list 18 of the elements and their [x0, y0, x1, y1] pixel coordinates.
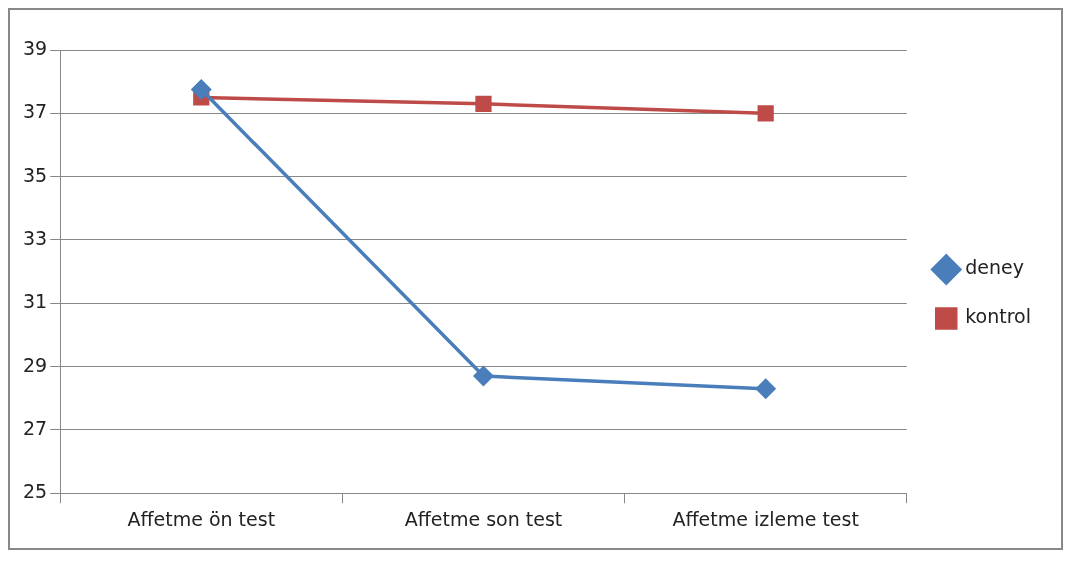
x-tick-label: Affetme son test [404, 507, 563, 530]
y-tick-label: 25 [22, 480, 48, 503]
x-tick-label: Affetme izleme test [672, 507, 859, 530]
y-tick-label: 39 [22, 36, 48, 59]
y-tick-label: 35 [22, 163, 48, 186]
point [757, 105, 774, 122]
y-tick-label: 33 [22, 226, 48, 249]
y-tick-label: 29 [22, 353, 48, 376]
point [191, 79, 212, 100]
x-tick-label: Affetme ön test [127, 507, 276, 530]
point [473, 366, 494, 386]
y-tick-label: 37 [22, 100, 48, 123]
point [755, 378, 776, 399]
y-tick-label: 27 [22, 416, 48, 439]
point [475, 95, 492, 112]
legend-label: deney [965, 256, 1024, 279]
y-tick-label: 31 [22, 290, 48, 313]
legend-label: kontrol [965, 305, 1032, 328]
